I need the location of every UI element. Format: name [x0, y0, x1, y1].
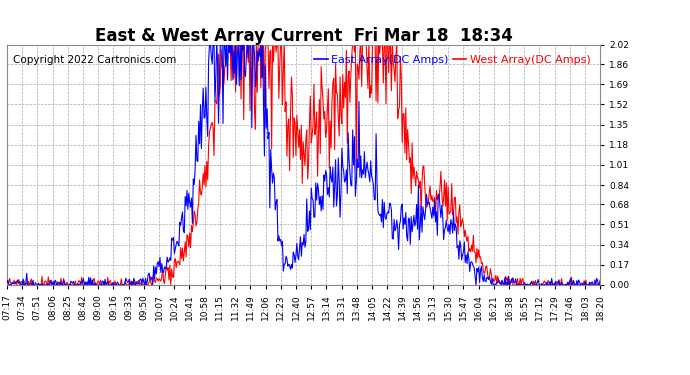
- Title: East & West Array Current  Fri Mar 18  18:34: East & West Array Current Fri Mar 18 18:…: [95, 27, 513, 45]
- Text: Copyright 2022 Cartronics.com: Copyright 2022 Cartronics.com: [13, 55, 176, 64]
- Legend: East Array(DC Amps), West Array(DC Amps): East Array(DC Amps), West Array(DC Amps): [310, 51, 595, 69]
